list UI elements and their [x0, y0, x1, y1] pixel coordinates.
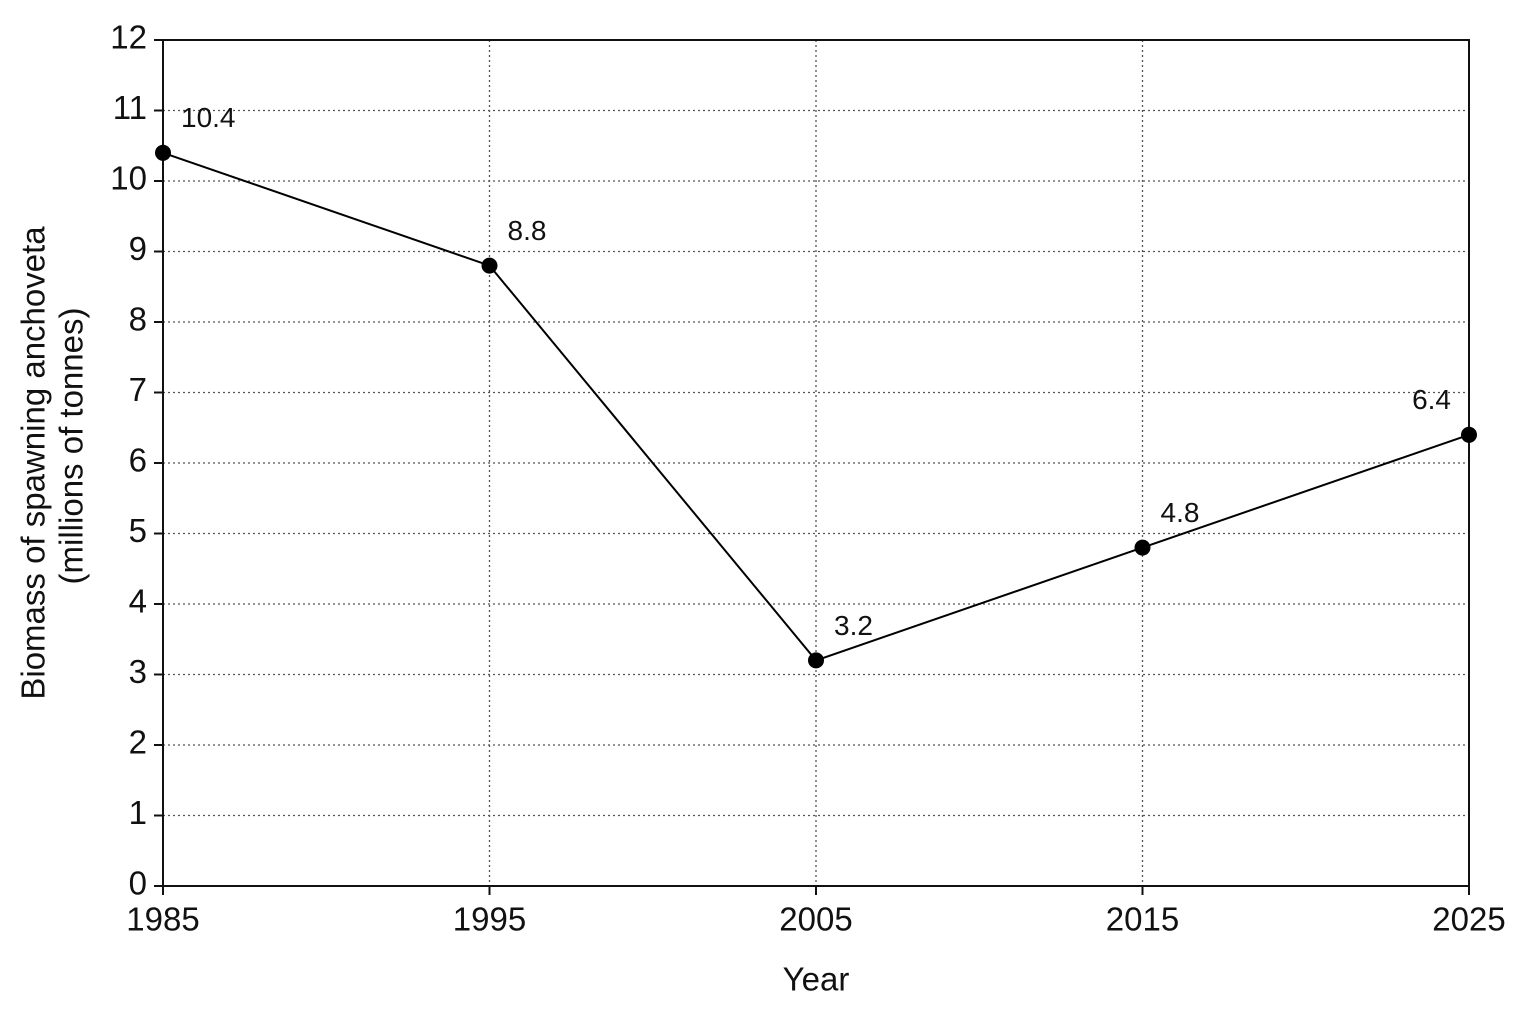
data-label: 4.8: [1161, 497, 1200, 528]
y-tick-label: 5: [129, 512, 147, 549]
y-axis-title: (millions of tonnes): [53, 308, 90, 585]
y-tick-label: 3: [129, 653, 147, 690]
plot-frame: [162, 39, 1470, 887]
x-tick-label: 1985: [126, 901, 199, 938]
y-tick-label: 4: [129, 583, 147, 620]
data-label: 6.4: [1412, 384, 1451, 415]
y-tick-label: 11: [113, 89, 147, 126]
data-label: 3.2: [834, 610, 873, 641]
y-tick-label: 6: [129, 442, 147, 479]
y-tick-label: 2: [129, 724, 147, 761]
data-point: [1134, 539, 1151, 556]
data-label: 8.8: [508, 215, 547, 246]
y-tick-label: 7: [129, 371, 147, 408]
x-tick-label: 2005: [779, 901, 852, 938]
y-tick-label: 12: [110, 19, 147, 56]
data-point: [481, 257, 498, 274]
data-point: [155, 144, 171, 161]
y-tick-label: 9: [129, 230, 147, 267]
y-tick-label: 8: [129, 301, 147, 338]
x-axis-title: Year: [783, 961, 850, 998]
data-label: 10.4: [181, 102, 236, 133]
y-axis-title: Biomass of spawning anchoveta: [15, 226, 52, 700]
data-point: [808, 652, 824, 669]
x-tick-label: 1995: [453, 901, 526, 938]
y-tick-label: 0: [129, 865, 147, 902]
x-tick-label: 2025: [1432, 901, 1505, 938]
x-tick-label: 2015: [1106, 901, 1179, 938]
y-tick-label: 10: [110, 160, 147, 197]
y-tick-label: 1: [129, 794, 147, 831]
data-point: [1461, 426, 1477, 443]
